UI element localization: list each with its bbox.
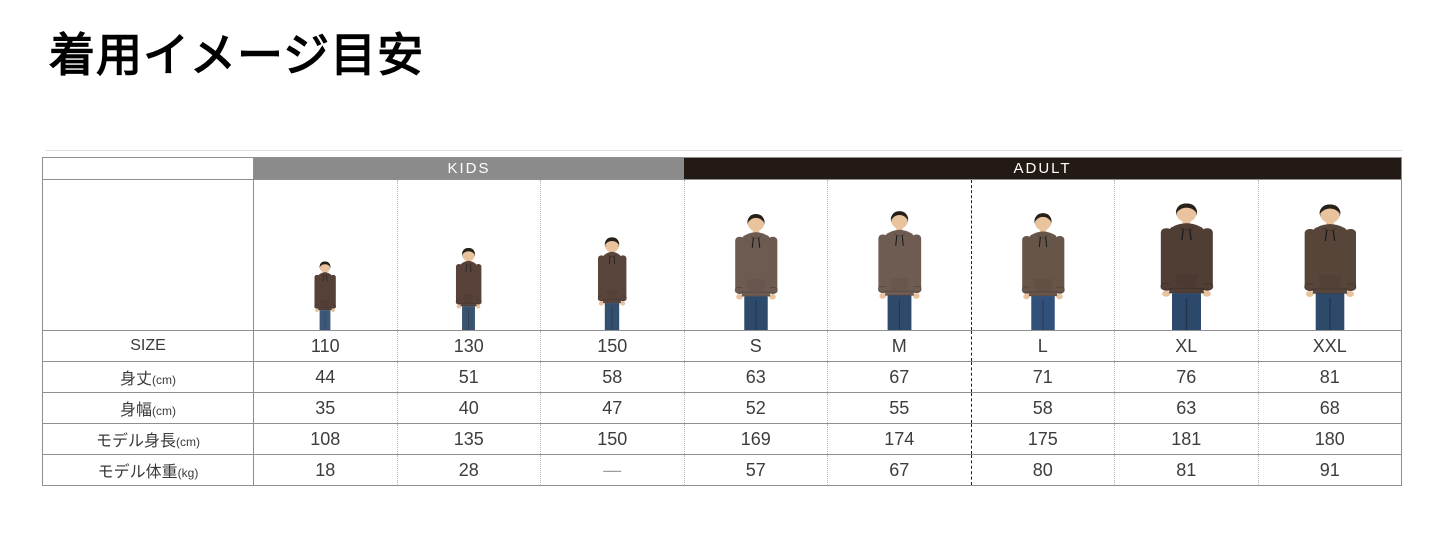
- model-figure-M: [877, 211, 922, 330]
- model-photo-S: [683, 179, 828, 331]
- model-figure-S: [734, 214, 778, 330]
- group-header-adult: ADULT: [684, 157, 1402, 180]
- model-photo-L: [970, 179, 1115, 331]
- size-chart-table: KIDS ADULT: [42, 157, 1403, 486]
- cell-身幅-L: 58: [970, 392, 1115, 424]
- cell-身丈-150: 58: [540, 361, 685, 393]
- cell-モデル体重-S: 57: [683, 454, 828, 486]
- model-figure-L: [1021, 213, 1065, 330]
- row-label: 身幅(cm): [42, 392, 254, 424]
- cell-モデル体重-130: 28: [396, 454, 541, 486]
- photo-row-label-cell: [42, 179, 254, 331]
- cell-SIZE-130: 130: [396, 330, 541, 362]
- cell-SIZE-XL: XL: [1114, 330, 1259, 362]
- cell-身幅-S: 52: [683, 392, 828, 424]
- cell-SIZE-110: 110: [253, 330, 397, 362]
- cell-モデル身長-L: 175: [970, 423, 1115, 455]
- cell-モデル身長-130: 135: [396, 423, 541, 455]
- row-label: SIZE: [42, 330, 254, 362]
- model-photo-110: [253, 179, 397, 331]
- cell-モデル身長-XXL: 180: [1257, 423, 1402, 455]
- cell-身丈-S: 63: [683, 361, 828, 393]
- row-label: 身丈(cm): [42, 361, 254, 393]
- group-header-kids: KIDS: [253, 157, 685, 180]
- cell-身幅-M: 55: [827, 392, 972, 424]
- cell-身幅-XXL: 68: [1257, 392, 1402, 424]
- cell-モデル身長-M: 174: [827, 423, 972, 455]
- model-photo-M: [827, 179, 972, 331]
- cell-モデル体重-110: 18: [253, 454, 397, 486]
- cell-身丈-130: 51: [396, 361, 541, 393]
- cell-SIZE-M: M: [827, 330, 972, 362]
- model-figure-150: [597, 237, 628, 330]
- table-row-3: モデル身長(cm) 108 135 150 169 174 175 181 180: [42, 423, 1402, 455]
- model-photo-150: [540, 179, 685, 331]
- cell-SIZE-S: S: [683, 330, 828, 362]
- top-hairline: [46, 150, 1402, 151]
- group-header-row: KIDS ADULT: [42, 157, 1402, 180]
- cell-モデル体重-L: 80: [970, 454, 1115, 486]
- table-corner-cell: [42, 157, 254, 180]
- cell-身丈-L: 71: [970, 361, 1115, 393]
- model-photo-row: [42, 179, 1402, 331]
- model-figure-XXL: [1303, 204, 1357, 330]
- cell-モデル体重-XL: 81: [1114, 454, 1259, 486]
- cell-モデル身長-110: 108: [253, 423, 397, 455]
- row-label: モデル体重(kg): [42, 454, 254, 486]
- cell-SIZE-150: 150: [540, 330, 685, 362]
- table-row-2: 身幅(cm) 35 40 47 52 55 58 63 68: [42, 392, 1402, 424]
- cell-身丈-M: 67: [827, 361, 972, 393]
- cell-モデル身長-S: 169: [683, 423, 828, 455]
- cell-身幅-XL: 63: [1114, 392, 1259, 424]
- cell-身幅-150: 47: [540, 392, 685, 424]
- size-table: KIDS ADULT: [42, 157, 1403, 486]
- model-figure-110: [314, 261, 337, 330]
- model-photo-XL: [1114, 179, 1259, 331]
- model-figure-130: [455, 247, 483, 330]
- cell-モデル体重-XXL: 91: [1257, 454, 1402, 486]
- table-body: KIDS ADULT: [42, 157, 1402, 486]
- row-label: モデル身長(cm): [42, 423, 254, 455]
- table-row-4: モデル体重(kg) 18 28—57 67 80 81 91: [42, 454, 1402, 486]
- table-row-0: SIZE 110 130 150 S M L XL XXL: [42, 330, 1402, 362]
- cell-SIZE-L: L: [970, 330, 1115, 362]
- page-title: 着用イメージ目安: [49, 29, 425, 81]
- cell-モデル身長-150: 150: [540, 423, 685, 455]
- cell-身幅-110: 35: [253, 392, 397, 424]
- model-photo-XXL: [1257, 179, 1402, 331]
- cell-モデル体重-M: 67: [827, 454, 972, 486]
- cell-SIZE-XXL: XXL: [1257, 330, 1402, 362]
- cell-モデル身長-XL: 181: [1114, 423, 1259, 455]
- cell-身幅-130: 40: [396, 392, 541, 424]
- model-figure-XL: [1159, 203, 1214, 330]
- cell-モデル体重-150: —: [540, 454, 685, 486]
- table-row-1: 身丈(cm) 44 51 58 63 67 71 76 81: [42, 361, 1402, 393]
- cell-身丈-XL: 76: [1114, 361, 1259, 393]
- cell-身丈-110: 44: [253, 361, 397, 393]
- model-photo-130: [396, 179, 541, 331]
- cell-身丈-XXL: 81: [1257, 361, 1402, 393]
